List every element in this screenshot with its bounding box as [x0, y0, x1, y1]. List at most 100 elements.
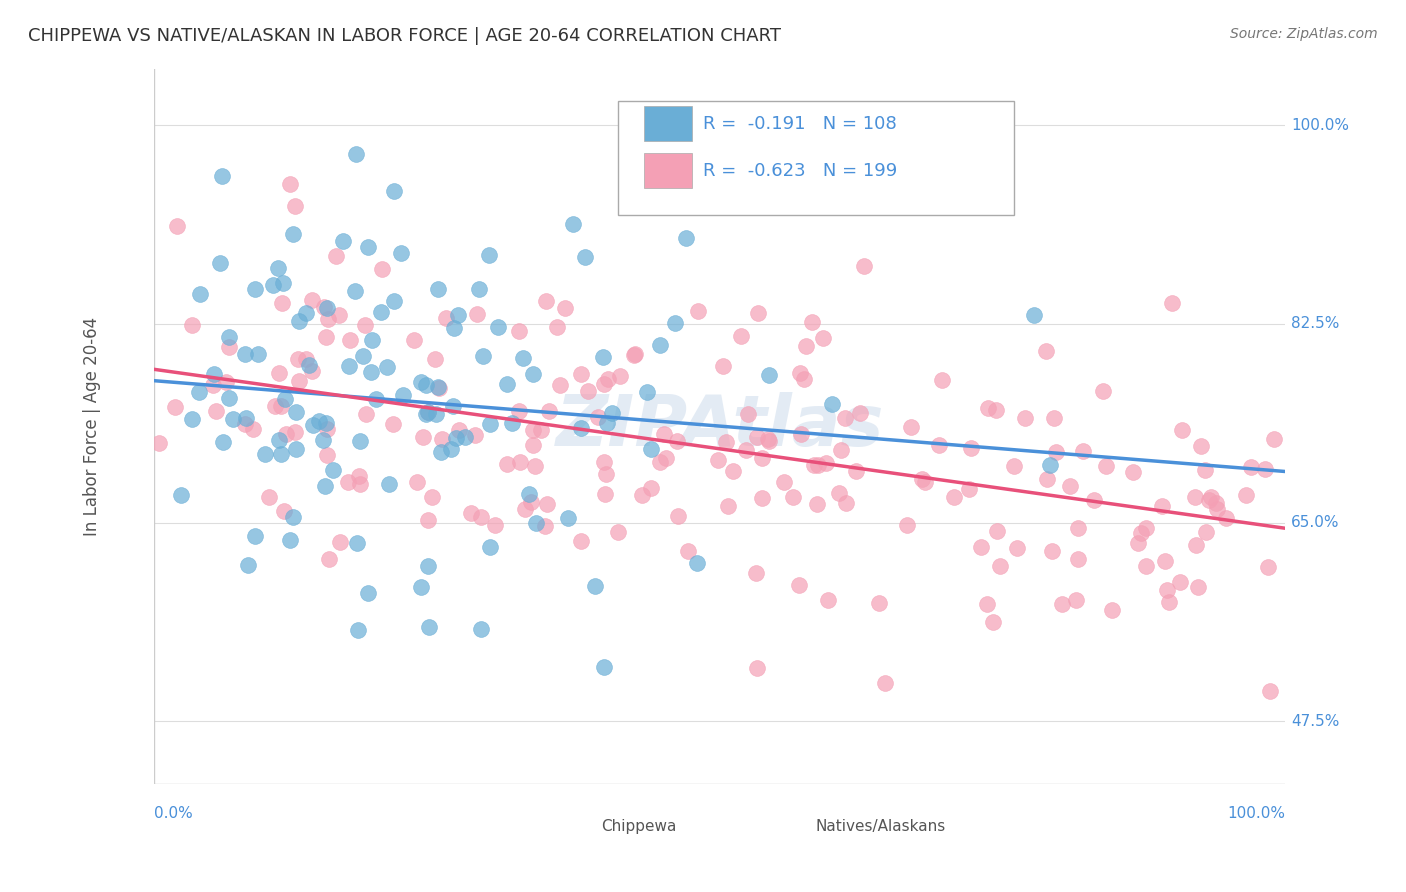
Natives/Alaskans: [259, 491, 281, 505]
Natives/Alaskans: [1040, 544, 1063, 558]
Natives/Alaskans: [1101, 603, 1123, 617]
Natives/Alaskans: [336, 475, 359, 490]
Chippewa: [190, 286, 212, 301]
Chippewa: [187, 384, 209, 399]
Natives/Alaskans: [745, 566, 768, 581]
Natives/Alaskans: [688, 304, 710, 318]
Natives/Alaskans: [853, 259, 876, 273]
Chippewa: [416, 559, 439, 574]
Natives/Alaskans: [382, 417, 405, 432]
Text: Chippewa: Chippewa: [600, 819, 676, 834]
Natives/Alaskans: [470, 510, 492, 524]
Natives/Alaskans: [800, 315, 823, 329]
Chippewa: [295, 306, 318, 320]
Natives/Alaskans: [835, 496, 858, 510]
Natives/Alaskans: [747, 306, 769, 320]
Chippewa: [382, 184, 405, 198]
Natives/Alaskans: [354, 407, 377, 421]
Chippewa: [596, 416, 619, 430]
Chippewa: [236, 558, 259, 572]
Chippewa: [416, 404, 439, 418]
Natives/Alaskans: [287, 374, 309, 388]
Natives/Alaskans: [745, 430, 768, 444]
Natives/Alaskans: [900, 419, 922, 434]
Chippewa: [209, 256, 232, 270]
Text: R =  -0.623   N = 199: R = -0.623 N = 199: [703, 161, 897, 180]
Natives/Alaskans: [509, 455, 531, 469]
Chippewa: [280, 533, 302, 547]
Natives/Alaskans: [1150, 499, 1173, 513]
Chippewa: [471, 349, 494, 363]
Chippewa: [443, 321, 465, 335]
Chippewa: [447, 309, 470, 323]
Chippewa: [415, 378, 437, 392]
Chippewa: [218, 391, 240, 405]
Natives/Alaskans: [301, 293, 323, 307]
Natives/Alaskans: [354, 318, 377, 332]
Natives/Alaskans: [873, 675, 896, 690]
Natives/Alaskans: [412, 429, 434, 443]
Natives/Alaskans: [1156, 583, 1178, 598]
Chippewa: [427, 282, 450, 296]
Chippewa: [298, 358, 321, 372]
Chippewa: [592, 351, 614, 365]
Natives/Alaskans: [422, 490, 444, 504]
Natives/Alaskans: [1035, 343, 1057, 358]
Natives/Alaskans: [273, 504, 295, 518]
Natives/Alaskans: [1135, 521, 1157, 535]
Natives/Alaskans: [371, 262, 394, 277]
Natives/Alaskans: [312, 300, 335, 314]
Chippewa: [427, 379, 450, 393]
Chippewa: [501, 417, 523, 431]
Chippewa: [686, 556, 709, 570]
Natives/Alaskans: [425, 351, 447, 366]
Chippewa: [349, 434, 371, 449]
Natives/Alaskans: [716, 435, 738, 450]
Natives/Alaskans: [609, 368, 631, 383]
Natives/Alaskans: [148, 436, 170, 450]
Natives/Alaskans: [737, 407, 759, 421]
Chippewa: [169, 488, 191, 502]
Natives/Alaskans: [406, 475, 429, 489]
Chippewa: [360, 365, 382, 379]
Chippewa: [271, 276, 294, 290]
Natives/Alaskans: [1128, 536, 1150, 550]
Chippewa: [411, 375, 433, 389]
Text: 100.0%: 100.0%: [1291, 118, 1348, 133]
Natives/Alaskans: [1067, 552, 1090, 566]
Natives/Alaskans: [665, 434, 688, 448]
Natives/Alaskans: [817, 593, 839, 607]
Natives/Alaskans: [276, 426, 298, 441]
Natives/Alaskans: [537, 404, 560, 418]
Natives/Alaskans: [751, 450, 773, 465]
Chippewa: [820, 397, 842, 411]
Natives/Alaskans: [586, 409, 609, 424]
Natives/Alaskans: [569, 534, 592, 549]
Natives/Alaskans: [339, 333, 361, 347]
Chippewa: [235, 410, 257, 425]
Chippewa: [467, 282, 489, 296]
Chippewa: [478, 417, 501, 431]
Natives/Alaskans: [745, 661, 768, 675]
Chippewa: [352, 349, 374, 363]
Natives/Alaskans: [295, 351, 318, 366]
Chippewa: [235, 347, 257, 361]
Natives/Alaskans: [166, 219, 188, 233]
Natives/Alaskans: [464, 427, 486, 442]
Chippewa: [557, 511, 579, 525]
Natives/Alaskans: [205, 404, 228, 418]
Natives/Alaskans: [418, 405, 440, 419]
Natives/Alaskans: [328, 308, 350, 322]
Chippewa: [288, 314, 311, 328]
Natives/Alaskans: [1199, 490, 1222, 504]
Natives/Alaskans: [1092, 384, 1115, 398]
Natives/Alaskans: [624, 346, 647, 360]
FancyBboxPatch shape: [531, 809, 592, 844]
Natives/Alaskans: [986, 524, 1008, 538]
Natives/Alaskans: [707, 453, 730, 467]
Natives/Alaskans: [928, 438, 950, 452]
Chippewa: [274, 392, 297, 406]
Natives/Alaskans: [1095, 458, 1118, 473]
Natives/Alaskans: [1045, 444, 1067, 458]
Chippewa: [517, 487, 540, 501]
